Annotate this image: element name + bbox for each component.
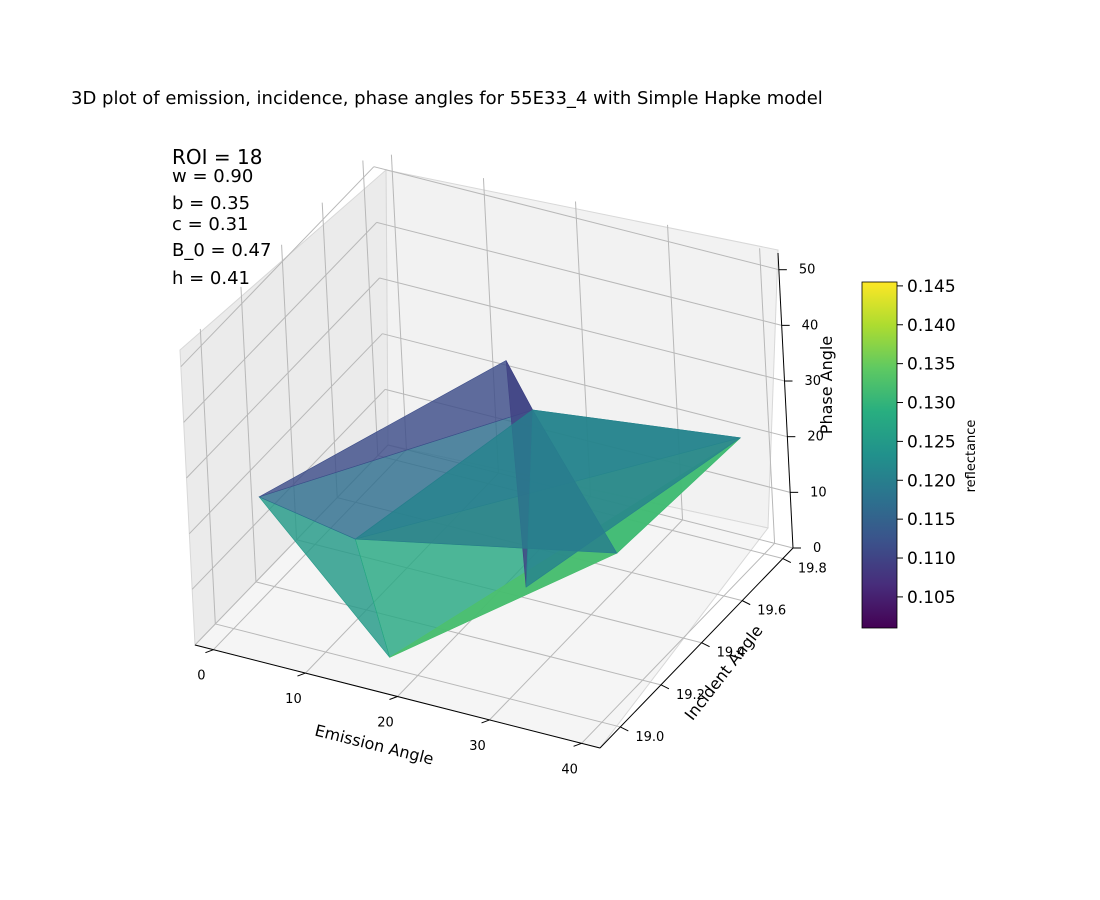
y-tick-mark [660,684,670,690]
y-tick-mark [620,726,629,732]
x-tick-label: 30 [469,739,486,754]
x-tick-label: 40 [561,762,578,777]
gridline-emission-wall [390,154,407,450]
colorbar-tick-label: 0.115 [907,510,956,530]
z-axis-line [777,252,794,549]
y-tick-label: 19.8 [798,562,827,577]
x-tick-mark [205,649,214,654]
gridline-incidence-wall [321,202,338,498]
gridline-phase-back [376,221,782,326]
gridline-phase-left [183,222,378,423]
z-tick-label: 0 [813,541,821,556]
c-annotation: c = 0.31 [172,214,249,235]
y-tick-label: 19.4 [717,646,746,661]
z-tick-label: 50 [799,263,816,278]
colorbar [861,281,898,629]
x-tick-label: 10 [285,692,302,707]
colorbar-tick-label: 0.145 [907,277,956,297]
axes: 0 10 20 30 40 19.0 19.2 19.4 19.6 19.8 0 10 20 30 40 50 [194,252,827,777]
gridline-phase-left [186,277,380,479]
b0-annotation: B_0 = 0.47 [172,240,272,261]
x-axis-label: Emission Angle [313,721,436,769]
x-tick-mark [573,742,582,747]
gridline-incidence-floor [255,581,662,686]
y-tick-label: 19.6 [757,604,786,619]
hapke-surface [258,360,742,658]
x-tick-mark [297,672,306,677]
colorbar-tick-label: 0.110 [907,549,956,569]
x-tick-label: 20 [377,716,394,731]
y-tick-mark [741,600,751,606]
colorbar-tick-label: 0.120 [907,471,956,491]
y-axis-label: Incident Angle [681,621,767,723]
b-annotation: b = 0.35 [172,193,251,214]
gridline-emission-floor [581,542,775,744]
roi-annotation: ROI = 18 [172,145,263,169]
x-tick-label: 0 [197,669,205,684]
gridline-phase-back [379,277,785,382]
colorbar-label: reflectance [964,420,979,493]
gridline-phase-back [382,333,788,438]
w-annotation: w = 0.90 [172,166,254,187]
x-axis-line [194,644,601,749]
gridline-incidence-wall [240,286,257,582]
colorbar-tick-label: 0.130 [907,394,956,414]
gridline-incidence-wall [199,328,216,624]
gridline-phase-back [373,166,779,271]
gridline-incidence-wall [362,160,379,456]
gridline-phase-left [180,166,375,368]
y-tick-mark [782,558,792,563]
z-tick-label: 40 [802,318,819,333]
y-tick-label: 19.0 [635,730,664,745]
gridline-emission-wall [759,248,776,544]
colorbar-tick-label: 0.105 [907,588,956,608]
gridline-phase-left [188,333,383,535]
colorbar-tick-label: 0.125 [907,432,956,452]
colorbar-tick-label: 0.140 [907,316,956,336]
z-tick-label: 10 [810,485,827,500]
x-tick-mark [389,696,398,700]
surface-facet [354,409,618,554]
h-annotation: h = 0.41 [172,268,251,289]
z-tick-label: 20 [807,430,824,445]
x-tick-mark [481,719,490,724]
chart-title: 3D plot of emission, incidence, phase an… [71,88,823,109]
y-axis-line [599,547,794,749]
gridline-incidence-floor [215,623,621,728]
colorbar-ticks: 0.105 0.110 0.115 0.120 0.125 0.130 0.135 0.140… [897,277,956,608]
z-axis-label: Phase Angle [817,336,836,434]
y-tick-label: 19.2 [676,688,705,703]
y-tick-mark [701,642,710,648]
colorbar-tick-label: 0.135 [907,355,956,375]
gridline-emission-floor [489,519,683,721]
z-tick-label: 30 [805,374,822,389]
